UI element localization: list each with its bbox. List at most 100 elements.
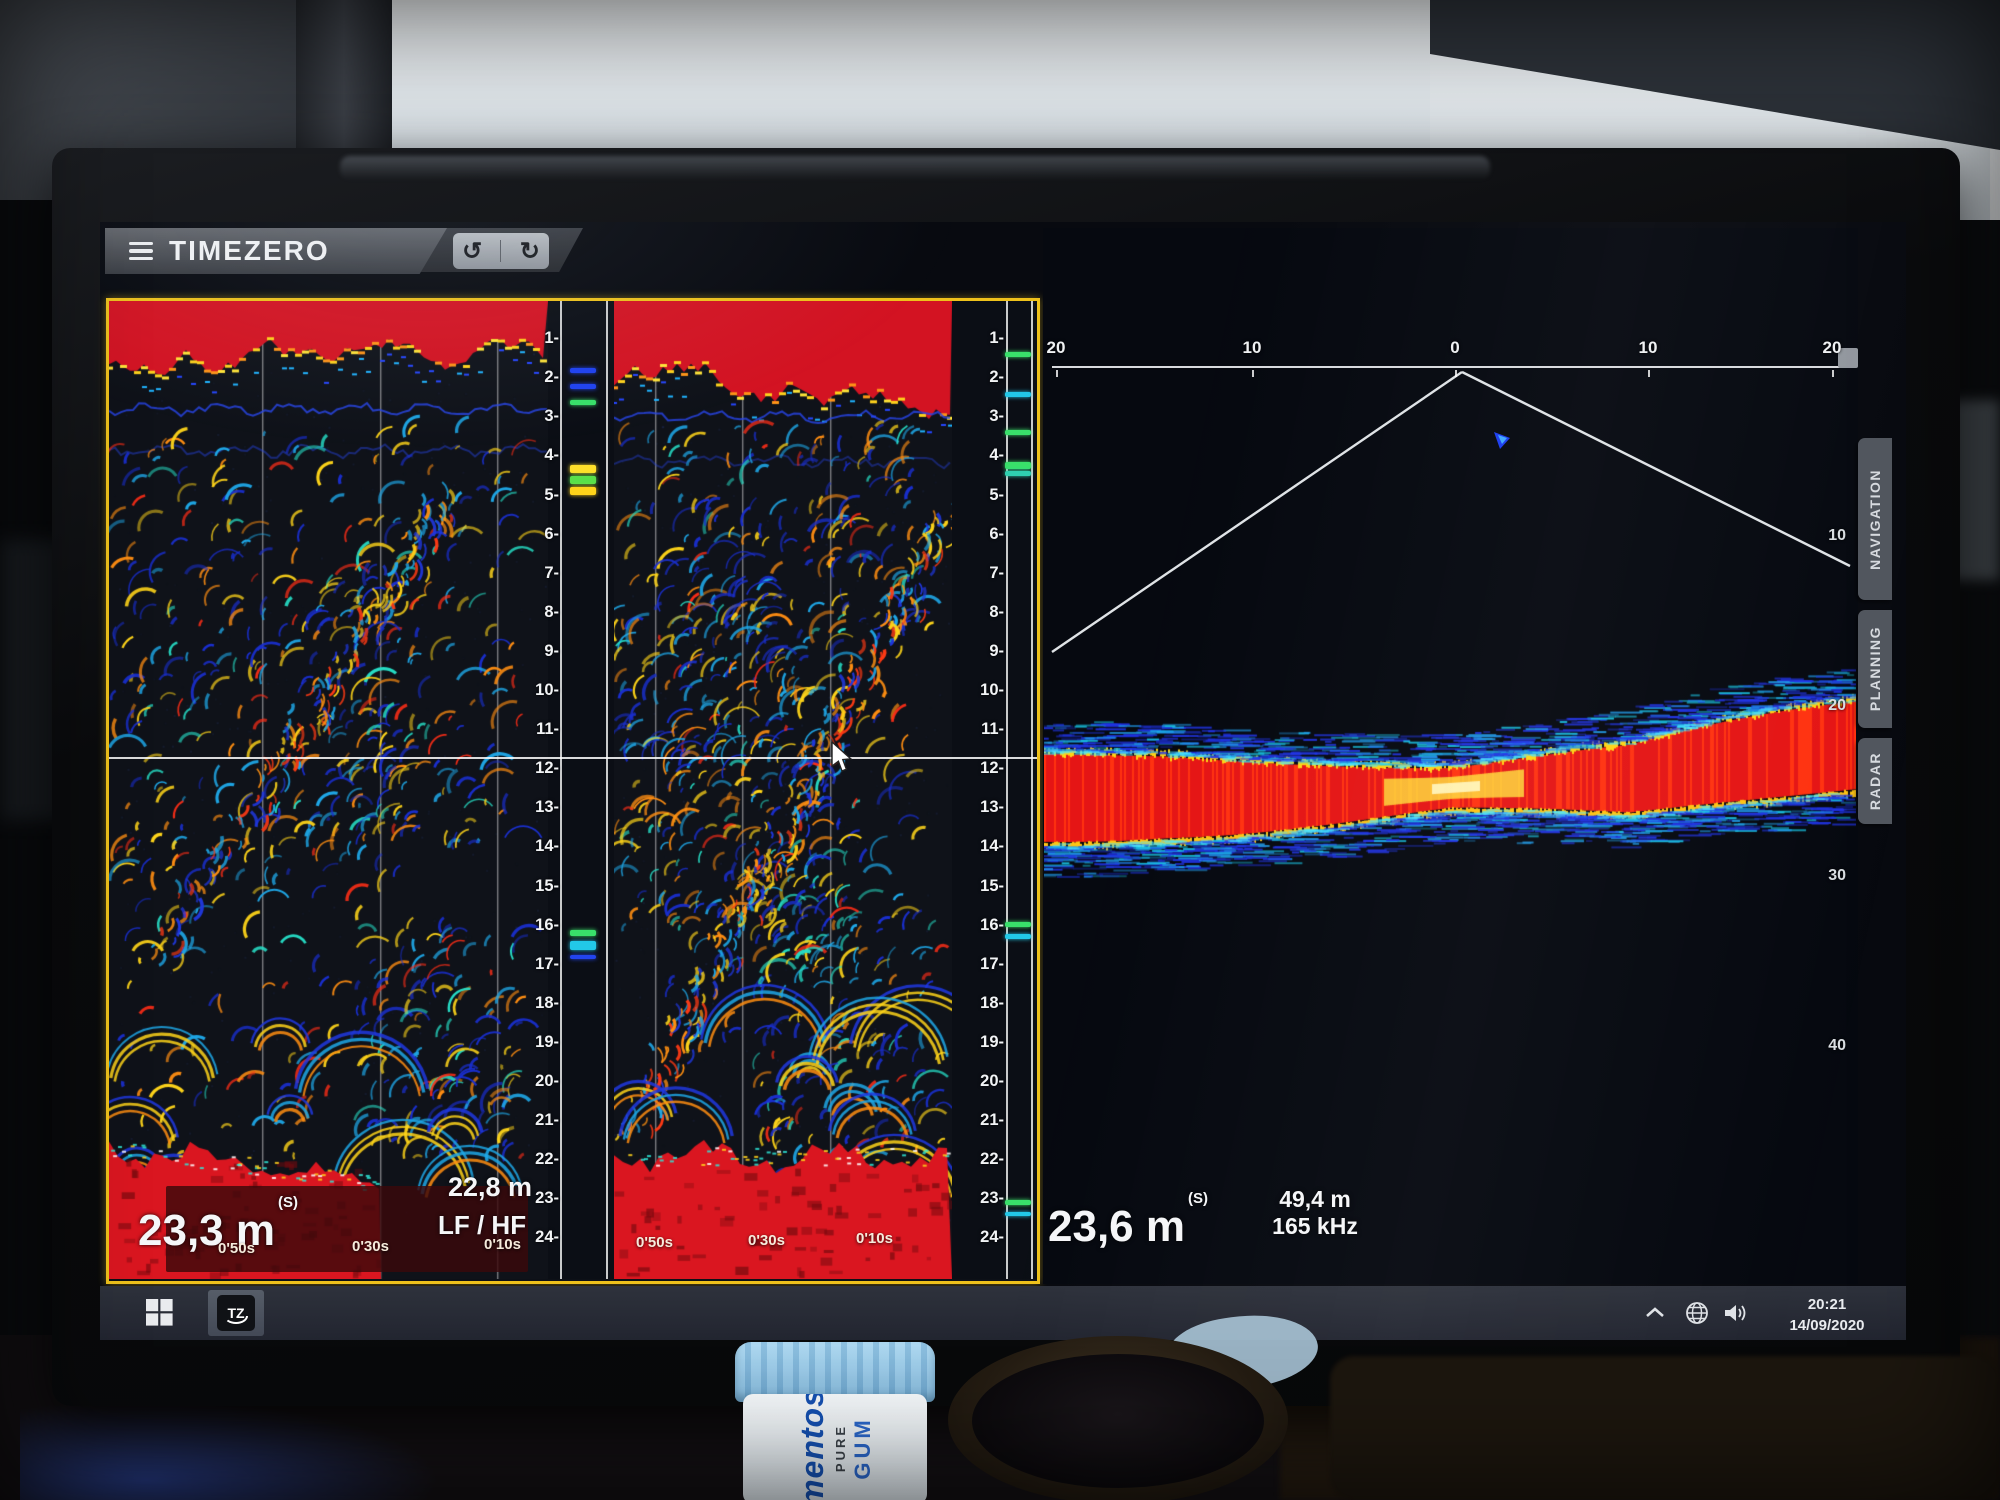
scale-line [1006,301,1008,1279]
depth-tick: 22- [980,1150,1004,1169]
redo-icon[interactable]: ↻ [519,237,540,265]
echo-marker [1005,1212,1031,1216]
depth-readout-hf: 22,8 m [448,1172,533,1202]
scale-line [560,301,562,1279]
tab-planning[interactable]: PLANNING [1858,610,1892,728]
beam-scale-tick [1832,370,1834,377]
echogram-hf[interactable] [614,301,952,1279]
depth-tick: 2- [989,368,1004,387]
echo-marker [570,941,596,950]
beam-scale-tick [1455,370,1457,377]
beam-scale-label: 20 [1046,338,1066,357]
depth-tick: 5- [544,485,559,504]
beam-scale-tick [1648,370,1650,377]
echogram-lf[interactable] [109,301,548,1279]
time-label: 0'30s [748,1232,785,1249]
beam-scale-tick [1252,370,1254,377]
depth-tick: 15- [980,876,1004,895]
depth-tick: 11- [981,720,1004,739]
depth-tick: 13- [980,798,1004,817]
depth-tick: 18- [535,993,559,1012]
echo-marker [1005,934,1031,939]
depth-tick: 9- [544,641,559,660]
scale-line [606,301,608,1279]
depth-tick: 1- [989,329,1004,348]
depth-readout-lf: 23,3 m [138,1206,275,1255]
right-depth-label: 40 [1828,1037,1846,1054]
depth-tick: 20- [535,1072,559,1090]
echo-marker [1005,352,1031,357]
tab-navigation[interactable]: NAVIGATION [1858,438,1892,600]
echo-marker [1005,430,1031,435]
depth-tick: 8- [989,602,1004,621]
depth-tick: 1- [544,329,559,348]
echo-marker [570,384,596,389]
depth-tick: 23- [535,1189,559,1208]
status-backdrop [166,1186,528,1272]
echo-marker [570,465,596,473]
echo-marker [570,487,596,495]
depth-tick: 7- [989,563,1004,582]
depth-suffix-lf: (S) [278,1194,298,1211]
depth-tick: 8- [544,602,559,621]
depth-tick: 19- [535,1032,559,1051]
depth-tick: 17- [535,954,559,973]
windows-start-button[interactable] [146,1299,173,1326]
depth-tick: 12- [535,759,559,778]
depth-tick: 2- [544,368,559,387]
tab-radar[interactable]: RADAR [1858,738,1892,824]
beam-scale-label: 10 [1242,338,1262,357]
tz-app-icon[interactable]: TZ [208,1290,264,1336]
divider [500,240,502,262]
echo-marker [570,476,596,484]
network-icon[interactable] [1684,1300,1710,1326]
time-label: 0'30s [352,1238,389,1255]
tab-label: NAVIGATION [1867,468,1883,570]
beam-scale-label: 0 [1450,338,1460,357]
depth-tick: 22- [535,1150,559,1169]
depth-tick: 14- [535,837,559,856]
depth-scale-lf [548,301,614,1279]
depth-tick: 18- [980,993,1004,1012]
frequency-mode-label[interactable]: LF / HF [438,1210,527,1240]
time-label: 0'10s [856,1230,893,1247]
gum-tub: mentos PURE GUM [735,1342,935,1500]
time-label: 0'10s [484,1236,521,1253]
depth-readout-right: 23,6 m [1048,1202,1185,1251]
gum-tub-label: mentos PURE GUM [743,1394,927,1500]
depth-tick: 10- [535,681,559,699]
depth-tick: 16- [535,915,559,934]
tray-date: 14/09/2020 [1789,1317,1865,1334]
echo-marker [570,400,596,405]
gum-brand-text: mentos [794,1394,830,1500]
depth-tick: 14- [980,837,1004,856]
volume-icon[interactable] [1722,1301,1750,1325]
echo-marker [570,368,596,373]
echo-marker [1005,392,1031,397]
hamburger-icon[interactable] [129,238,153,265]
pane-handle[interactable] [1838,348,1858,368]
echo-marker [1005,1200,1031,1205]
app-title: TIMEZERO [169,235,330,266]
depth-tick: 24- [535,1228,559,1247]
history-buttons: ↺ ↻ [453,233,549,269]
tray-time: 20:21 [1807,1296,1847,1313]
undo-icon[interactable]: ↺ [462,237,483,265]
beam-scale-label: 20 [1822,338,1842,357]
gum-tub-lid [735,1342,935,1402]
depth-tick: 13- [535,798,559,817]
tray-clock[interactable]: 20:21 14/09/2020 [1762,1294,1892,1336]
app-menu[interactable]: TIMEZERO [105,228,447,274]
depth-tick: 6- [544,524,559,543]
time-label: 0'50s [218,1240,255,1257]
blue-glow [20,1400,440,1500]
depth-tick: 21- [980,1111,1004,1130]
bezel-highlight [340,156,1490,180]
right-depth-label: 10 [1828,527,1846,544]
frequency-readout: 165 kHz [1272,1213,1358,1239]
depth-tick: 3- [544,407,559,426]
tray-chevron-icon[interactable] [1644,1305,1666,1321]
depth-tick: 9- [989,641,1004,660]
depth-tick: 17- [980,954,1004,973]
